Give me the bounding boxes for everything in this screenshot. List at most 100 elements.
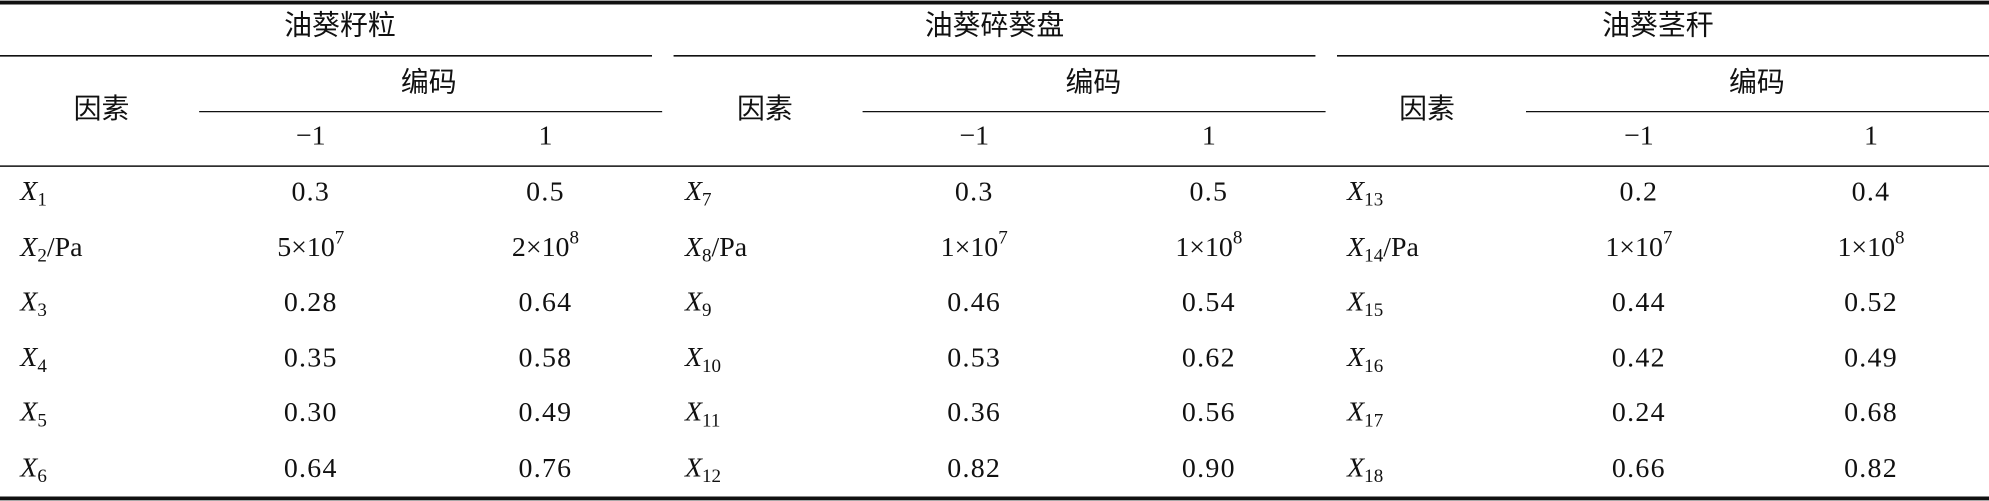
factor-symbol: X [684,343,703,374]
code-level: 1 [1864,121,1878,152]
factor-subscript: 18 [1364,467,1383,488]
cell-value: 1×107 [941,228,1008,263]
cell-value: 0.66 [1612,453,1666,484]
factor-subscript: 11 [702,411,720,432]
factor: X6 [19,453,47,488]
cell-value: 0.30 [284,397,338,428]
value-exponent: 8 [1233,228,1243,249]
factor: X2/Pa [19,232,82,267]
factor-symbol: X [1346,287,1365,318]
code-level: 1 [1202,121,1216,152]
value-base: 1×10 [1605,232,1663,263]
cell-value: 0.64 [519,287,573,318]
cell-value: 0.36 [947,397,1001,428]
cell-value: 0.42 [1612,343,1666,374]
cell-value: 5×107 [277,228,344,263]
cell-value: 0.4 [1852,176,1891,207]
cell-value: 0.54 [1182,287,1236,318]
value-base: 1×10 [1837,232,1895,263]
code-level: −1 [959,121,989,152]
factor-subscript: 5 [37,411,47,432]
factor-unit: /Pa [712,232,748,263]
factor: X11 [684,397,720,432]
factor-symbol: X [19,343,38,374]
cell-value: 0.52 [1844,287,1898,318]
factor: X17 [1346,397,1383,432]
factor-symbol: X [684,176,703,207]
factor: X5 [19,397,47,432]
cell-value: 0.64 [284,453,338,484]
cell-value: 0.5 [526,176,565,207]
cell-value: 0.3 [291,176,330,207]
factor-subscript: 10 [702,356,721,377]
factor-subscript: 14 [1364,246,1384,267]
factor-symbol: X [684,287,703,318]
factor-symbol: X [1346,343,1365,374]
group-title: 油葵茎秆 [1602,9,1714,41]
factor-subscript: 13 [1364,190,1383,211]
cell-value: 0.49 [1844,343,1898,374]
cell-value: 0.53 [947,343,1001,374]
factor-subscript: 12 [702,467,721,488]
factor: X18 [1346,453,1383,488]
factor-subscript: 6 [37,467,47,488]
cell-value: 0.56 [1182,397,1236,428]
factor-subscript: 7 [702,190,712,211]
cell-value: 1×108 [1175,228,1242,263]
factor-symbol: X [1346,397,1365,428]
factor: X1 [19,176,47,211]
cell-value: 0.35 [284,343,338,374]
cell-value: 0.28 [284,287,338,318]
factor-unit: /Pa [1383,232,1419,263]
factor-symbol: X [19,453,38,484]
code-level: −1 [1624,121,1654,152]
factor-symbol: X [684,232,703,263]
cell-value: 0.49 [519,397,573,428]
factor-symbol: X [1346,232,1365,263]
factor: X9 [684,287,712,322]
cell-value: 0.3 [955,176,994,207]
factor-subscript: 8 [702,246,712,267]
factor-symbol: X [19,176,38,207]
factor: X15 [1346,287,1383,322]
cell-value: 0.44 [1612,287,1666,318]
value-exponent: 7 [335,228,345,249]
factor-unit: /Pa [47,232,83,263]
cell-value: 0.76 [519,453,573,484]
factor-symbol: X [1346,453,1365,484]
value-base: 5×10 [277,232,335,263]
code-header: 编码 [1729,66,1785,98]
factor: X7 [684,176,712,211]
code-level: 1 [538,121,552,152]
value-base: 1×10 [1175,232,1233,263]
value-exponent: 8 [1895,228,1905,249]
value-exponent: 8 [569,228,579,249]
code-header: 编码 [401,66,457,98]
factor: X8/Pa [684,232,747,267]
code-header: 编码 [1066,66,1122,98]
factor-header: 因素 [1399,93,1455,125]
value-base: 1×10 [941,232,999,263]
factor-subscript: 16 [1364,356,1383,377]
factor-symbol: X [684,453,703,484]
group-title: 油葵碎葵盘 [925,9,1064,41]
cell-value: 0.62 [1182,343,1236,374]
factor-symbol: X [19,397,38,428]
factor-symbol: X [19,287,38,318]
factor-header: 因素 [737,93,793,125]
value-exponent: 7 [1663,228,1673,249]
factor-header: 因素 [74,93,130,125]
factor: X12 [684,453,721,488]
factor-symbol: X [19,232,38,263]
cell-value: 0.68 [1844,397,1898,428]
cell-value: 0.82 [1844,453,1898,484]
factor-subscript: 17 [1364,411,1383,432]
factor: X13 [1346,176,1383,211]
factor: X14/Pa [1346,232,1419,267]
factor-subscript: 2 [37,246,47,267]
factor-subscript: 9 [702,300,712,321]
factor: X4 [19,343,47,378]
cell-value: 0.90 [1182,453,1236,484]
factor-subscript: 4 [37,356,47,377]
